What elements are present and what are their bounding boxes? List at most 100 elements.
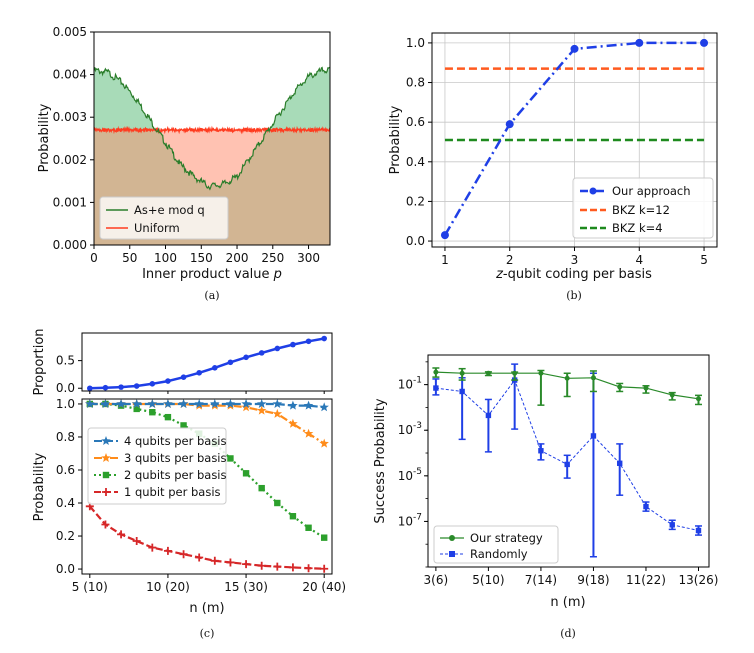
y-tick-label: 10-5 [398,467,422,483]
data-point-our-strategy [485,370,491,376]
data-point-proportion [102,384,109,391]
panel-a-xlabel: Inner product value p [142,267,282,282]
panel-c-legend-box [87,427,227,505]
data-point-our-approach [635,38,644,47]
data-point-our-strategy [643,385,649,391]
data-point-2-qubits-per-basis [133,405,140,413]
panel-d-xlabel: n (m) [550,595,585,610]
panel-a-frame [93,31,331,246]
panel-b-plot-area [440,38,709,240]
x-tick-label: 250 [261,251,284,265]
area-above-uniform-fill [94,67,330,133]
y-tick-label: 0.002 [53,153,87,167]
data-point-our-strategy [433,369,439,375]
y-tick-label: 10-1 [398,376,422,392]
data-point-4-qubits-per-basis [303,400,314,410]
x-tick-label: 7(14) [525,573,557,587]
x-tick-label: 9(18) [577,573,609,587]
x-tick-label: 13(26) [679,573,719,587]
data-point-1-qubit-per-basis [273,562,282,571]
panel-a-legend: As+e mod q Uniform [99,196,229,240]
panel-c-plot-area [85,399,329,573]
data-point-2-qubits-per-basis [274,499,281,507]
x-tick-label: 15 (30) [224,580,268,594]
data-point-2-qubits-per-basis [242,470,250,477]
legend-label-our-approach: Our approach [612,184,691,198]
data-point-randomly [617,460,623,466]
data-point-our-approach [440,231,449,240]
y-tick-label: 0.4 [406,155,425,169]
panel-c-legend: 4 qubits per basis 3 qubits per basis 2 qu… [87,427,227,505]
legend-marker [102,471,110,479]
x-tick-label: 100 [154,251,177,265]
legend-label: 3 qubits per basis [124,451,227,465]
data-point-1-qubit-per-basis [101,520,110,529]
data-point-proportion [243,354,249,361]
panel-b-axes: 1 2 3 4 5 0.0 0.2 0.4 0.6 0.8 1.0 [406,36,708,267]
data-point-1-qubit-per-basis [117,530,126,539]
data-point-4-qubits-per-basis [256,399,267,408]
data-point-2-qubits-per-basis [258,484,265,492]
panel-a-legend-box [99,196,229,240]
panel-b-ylabel: Probability [388,105,403,174]
y-tick-label: 0.6 [56,463,75,477]
panel-d-legend: Our strategy Randomly [433,525,559,564]
y-tick-label: 0.8 [56,430,75,444]
y-tick-label: 0.001 [53,195,87,209]
y-tick-label: 1.0 [406,36,425,50]
data-point-3-qubits-per-basis [241,402,251,412]
data-point-2-qubits-per-basis [305,524,312,531]
caption-b: (b) [566,289,582,302]
data-point-our-strategy [617,384,623,390]
data-point-4-qubits-per-basis [210,399,220,408]
data-point-our-strategy [669,392,675,398]
panel-c-xlabel: n (m) [189,601,224,616]
legend-marker-our-approach [589,187,597,195]
data-point-3-qubits-per-basis [288,418,298,428]
data-point-our-strategy [459,370,465,376]
y-tick-label: 0.2 [406,194,425,208]
y-tick-label: 10-7 [398,512,422,528]
data-point-1-qubit-per-basis [257,561,266,570]
y-tick-label: 10-3 [398,421,422,437]
legend-label: 4 qubits per basis [124,434,227,448]
panel-c-top-frame [81,332,333,392]
x-tick-label: 0 [90,251,98,265]
y-tick-label: 0.0 [56,562,75,576]
panel-d-frame [427,354,710,568]
data-point-4-qubits-per-basis [100,399,111,408]
data-point-proportion [305,338,312,345]
y-tick-label: 0.005 [53,25,87,39]
data-point-1-qubit-per-basis [210,556,219,565]
data-point-our-approach [505,120,514,129]
legend-label-uniform: Uniform [134,221,180,235]
data-point-our-strategy [590,375,596,381]
data-point-1-qubit-per-basis [148,543,157,552]
y-tick-label: 0.004 [53,68,87,82]
data-point-2-qubits-per-basis [320,534,328,541]
data-point-randomly [643,503,649,510]
y-tick-label: 0.6 [406,115,425,129]
data-point-4-qubits-per-basis [241,399,251,408]
panel-a-axes: 0 50 100 150 200 250 300 0.000 0.001 0.002 0.003 0.… [53,25,320,265]
x-tick-label: 150 [190,251,213,265]
panel-c-ylabel: Probability [32,452,47,521]
panel-b-legend: Our approach BKZ k=12 BKZ k=4 [572,177,714,239]
data-point-randomly [564,461,570,468]
data-point-4-qubits-per-basis [178,399,189,408]
data-point-4-qubits-per-basis [147,399,158,408]
data-point-1-qubit-per-basis [320,564,329,573]
data-point-1-qubit-per-basis [242,560,251,569]
data-point-4-qubits-per-basis [131,399,142,408]
data-point-proportion [196,369,202,376]
y-tick-label: 0.5 [56,354,75,368]
caption-d: (d) [560,627,576,640]
y-tick-label: 0.003 [53,110,87,124]
data-point-randomly [590,433,597,439]
legend-label-our-strategy: Our strategy [470,531,543,545]
y-tick-label: 0.0 [406,234,425,248]
data-point-our-strategy [564,375,570,381]
panel-b-xlabel: z-qubit coding per basis [495,267,652,282]
panel-d-legend-box [433,525,559,564]
data-point-1-qubit-per-basis [304,564,313,573]
